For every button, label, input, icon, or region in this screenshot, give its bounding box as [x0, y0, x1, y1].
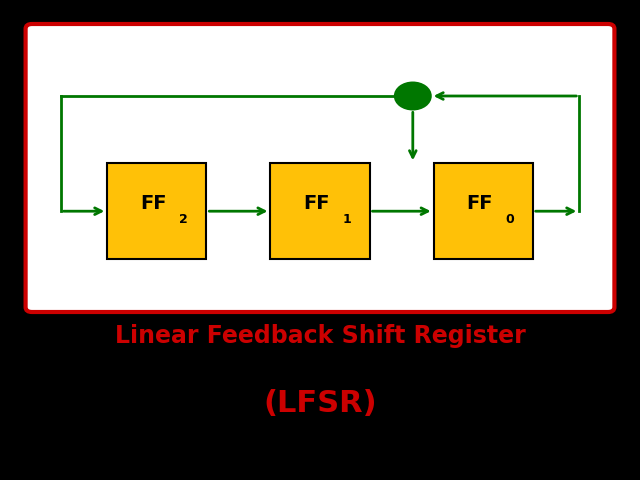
Text: 0: 0 [506, 213, 515, 227]
Text: FF: FF [467, 194, 493, 214]
FancyBboxPatch shape [270, 163, 370, 259]
Text: 1: 1 [342, 213, 351, 227]
Text: FF: FF [140, 194, 167, 214]
Text: (LFSR): (LFSR) [263, 389, 377, 418]
Circle shape [395, 83, 431, 109]
Text: FF: FF [303, 194, 330, 214]
FancyBboxPatch shape [107, 163, 206, 259]
Text: Linear Feedback Shift Register: Linear Feedback Shift Register [115, 324, 525, 348]
Text: 2: 2 [179, 213, 188, 227]
FancyBboxPatch shape [26, 24, 614, 312]
FancyBboxPatch shape [434, 163, 532, 259]
